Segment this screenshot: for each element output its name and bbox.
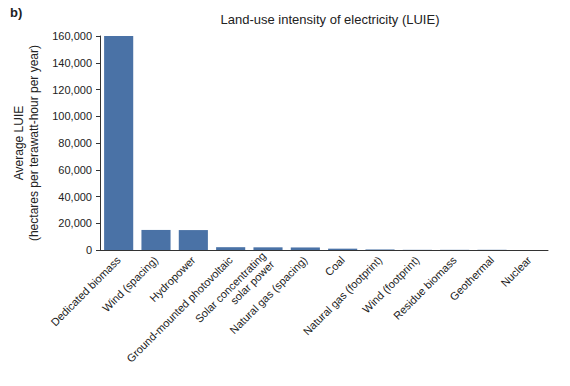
svg-text:Coal: Coal xyxy=(322,254,346,278)
svg-text:140,000: 140,000 xyxy=(52,57,92,69)
svg-text:Hydropower: Hydropower xyxy=(147,253,198,305)
svg-text:(hectares per terawatt-hour pe: (hectares per terawatt-hour per year) xyxy=(27,45,41,241)
svg-text:Wind (spacing): Wind (spacing) xyxy=(100,254,160,314)
svg-text:60,000: 60,000 xyxy=(58,164,92,176)
svg-text:Solar concentrating: Solar concentrating xyxy=(192,249,268,325)
svg-text:Land-use intensity of electric: Land-use intensity of electricity (LUIE) xyxy=(221,12,440,27)
svg-text:120,000: 120,000 xyxy=(52,84,92,96)
svg-text:Natural gas (footprint): Natural gas (footprint) xyxy=(300,253,385,338)
svg-text:20,000: 20,000 xyxy=(58,217,92,229)
svg-text:Dedicated biomass: Dedicated biomass xyxy=(48,253,123,328)
svg-text:Residue biomass: Residue biomass xyxy=(391,253,459,321)
svg-text:Wind (footprint): Wind (footprint) xyxy=(360,253,422,316)
svg-text:80,000: 80,000 xyxy=(58,137,92,149)
svg-text:Ground-mounted photovoltaic: Ground-mounted photovoltaic xyxy=(124,253,235,364)
svg-text:0: 0 xyxy=(86,244,92,256)
svg-text:160,000: 160,000 xyxy=(52,30,92,42)
svg-text:100,000: 100,000 xyxy=(52,110,92,122)
svg-text:Geothermal: Geothermal xyxy=(447,254,496,303)
svg-text:40,000: 40,000 xyxy=(58,191,92,203)
svg-text:Average LUIE: Average LUIE xyxy=(12,106,26,181)
svg-text:Natural gas (spacing): Natural gas (spacing) xyxy=(227,254,309,336)
svg-text:solar power: solar power xyxy=(227,258,277,307)
svg-text:b): b) xyxy=(10,5,22,20)
svg-text:Nuclear: Nuclear xyxy=(498,254,533,289)
